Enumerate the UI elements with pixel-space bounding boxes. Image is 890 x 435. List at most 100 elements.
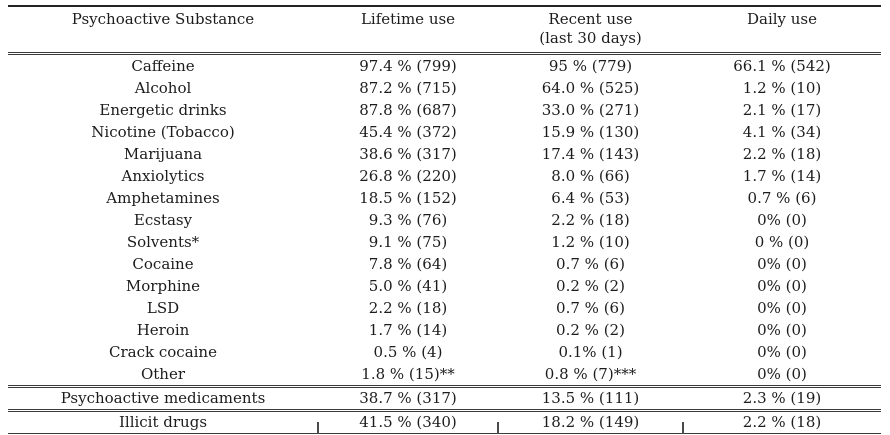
substance-cell: LSD [146, 299, 180, 317]
table-row: Illicit drugs 41.5 % (340) 18.2 % (149) 2.2… [8, 410, 881, 435]
lifetime-use-cell: 87.2 % (715) [359, 79, 457, 97]
lifetime-use-cell: 5.0 % (41) [368, 277, 448, 295]
recent-use-cell: 0.2 % (2) [556, 277, 625, 295]
daily-use-cell: 2.2 % (18) [742, 145, 822, 163]
daily-use-cell: 66.1 % (542) [733, 57, 831, 75]
col-header-recent-sublabel: (last 30 days) [539, 29, 642, 47]
lifetime-use-cell: 9.3 % (76) [368, 211, 448, 229]
recent-use-cell: 17.4 % (143) [541, 145, 640, 163]
substance-cell: Nicotine (Tobacco) [91, 123, 235, 141]
lifetime-use-cell: 38.7 % (317) [318, 386, 498, 412]
recent-use-cell: 0.1% (1) [558, 343, 623, 361]
table-row: Heroin 1.7 % (14) 0.2 % (2) 0% (0) [8, 319, 881, 341]
daily-use-cell: 2.2 % (18) [683, 410, 881, 435]
table-row: Solvents* 9.1 % (75) 1.2 % (10) 0 % (0) [8, 231, 881, 253]
recent-use-cell: 1.2 % (10) [551, 233, 630, 251]
daily-use-cell: 0 % (0) [754, 233, 810, 251]
lifetime-use-cell: 9.1 % (75) [368, 233, 448, 251]
table-row: Nicotine (Tobacco) 45.4 % (372) 15.9 % (13… [8, 121, 881, 143]
daily-use-cell: 2.1 % (17) [742, 101, 822, 119]
table-row: Other 1.8 % (15)** 0.8 % (7)*** 0% (0) [8, 363, 881, 388]
lifetime-use-cell: 38.6 % (317) [359, 145, 457, 163]
recent-use-cell: 95 % (779) [548, 57, 633, 75]
table-header: Psychoactive Substance Lifetime use Rece… [8, 5, 881, 55]
col-header-substance: Psychoactive Substance [8, 5, 318, 55]
table-row: Caffeine 97.4 % (799) 95 % (779) 66.1 % (54… [8, 54, 881, 78]
table-row: Marijuana 38.6 % (317) 17.4 % (143) 2.2 % (… [8, 143, 881, 165]
col-header-daily-use: Daily use [683, 5, 881, 55]
substance-cell: Other [8, 363, 318, 388]
substance-cell: Caffeine [131, 57, 195, 75]
col-header-substance-label: Psychoactive Substance [71, 10, 255, 28]
recent-use-cell: 18.2 % (149) [498, 410, 683, 435]
lifetime-use-cell: 7.8 % (64) [368, 255, 448, 273]
daily-use-cell: 1.2 % (10) [742, 79, 822, 97]
table-row: Morphine 5.0 % (41) 0.2 % (2) 0% (0) [8, 275, 881, 297]
substance-cell: Crack cocaine [109, 343, 217, 361]
substance-cell: Amphetamines [106, 189, 220, 207]
col-header-lifetime-label: Lifetime use [360, 10, 456, 28]
substance-cell: Heroin [136, 321, 190, 339]
daily-use-cell: 0.7 % (6) [747, 189, 817, 207]
column-divider-tick [682, 422, 684, 434]
lifetime-use-cell: 1.8 % (15)** [318, 363, 498, 388]
lifetime-use-cell: 45.4 % (372) [359, 123, 457, 141]
daily-use-cell: 0% (0) [757, 343, 807, 361]
column-divider-tick [497, 422, 499, 434]
col-header-daily-label: Daily use [746, 10, 818, 28]
col-header-recent-use: Recent use (last 30 days) [498, 5, 683, 55]
substance-cell: Solvents* [126, 233, 200, 251]
recent-use-cell: 0.7 % (6) [556, 299, 625, 317]
daily-use-cell: 0% (0) [757, 299, 807, 317]
lifetime-use-cell: 87.8 % (687) [359, 101, 457, 119]
table-body: Caffeine 97.4 % (799) 95 % (779) 66.1 % (54… [8, 54, 881, 435]
table-row: Crack cocaine 0.5 % (4) 0.1% (1) 0% (0) [8, 341, 881, 363]
table-row: Amphetamines 18.5 % (152) 6.4 % (53) 0.7 % … [8, 187, 881, 209]
column-divider-tick [317, 422, 319, 434]
substance-cell: Anxiolytics [121, 167, 205, 185]
table-row: Ecstasy 9.3 % (76) 2.2 % (18) 0% (0) [8, 209, 881, 231]
recent-use-cell: 64.0 % (525) [541, 79, 640, 97]
header-row: Psychoactive Substance Lifetime use Rece… [8, 5, 881, 55]
substance-cell: Cocaine [132, 255, 194, 273]
table-row: Energetic drinks 87.8 % (687) 33.0 % (271)… [8, 99, 881, 121]
substance-cell: Illicit drugs [8, 410, 318, 435]
recent-use-cell: 6.4 % (53) [551, 189, 630, 207]
recent-use-cell: 13.5 % (111) [498, 386, 683, 412]
daily-use-cell: 0% (0) [757, 277, 807, 295]
daily-use-cell: 2.3 % (19) [683, 386, 881, 412]
substance-cell: Marijuana [123, 145, 203, 163]
col-header-recent-label: Recent use [548, 10, 633, 28]
substance-cell: Energetic drinks [99, 101, 227, 119]
lifetime-use-cell: 2.2 % (18) [368, 299, 448, 317]
substance-cell: Psychoactive medicaments [8, 386, 318, 412]
table-row: Cocaine 7.8 % (64) 0.7 % (6) 0% (0) [8, 253, 881, 275]
table-row: Psychoactive medicaments 38.7 % (317) 13.5… [8, 386, 881, 412]
lifetime-use-cell: 41.5 % (340) [318, 410, 498, 435]
lifetime-use-cell: 26.8 % (220) [359, 167, 457, 185]
lifetime-use-cell: 18.5 % (152) [359, 189, 457, 207]
daily-use-cell: 0% (0) [757, 211, 807, 229]
lifetime-use-cell: 97.4 % (799) [359, 57, 457, 75]
substance-cell: Alcohol [134, 79, 192, 97]
lifetime-use-cell: 1.7 % (14) [368, 321, 448, 339]
table-row: Alcohol 87.2 % (715) 64.0 % (525) 1.2 % (10… [8, 77, 881, 99]
daily-use-cell: 0% (0) [757, 321, 807, 339]
recent-use-cell: 0.7 % (6) [556, 255, 625, 273]
substance-use-table: Psychoactive Substance Lifetime use Rece… [8, 5, 881, 435]
recent-use-cell: 33.0 % (271) [541, 101, 640, 119]
daily-use-cell: 4.1 % (34) [742, 123, 822, 141]
lifetime-use-cell: 0.5 % (4) [373, 343, 443, 361]
recent-use-cell: 0.2 % (2) [556, 321, 625, 339]
daily-use-cell: 1.7 % (14) [742, 167, 822, 185]
table-row: Anxiolytics 26.8 % (220) 8.0 % (66) 1.7 % (… [8, 165, 881, 187]
recent-use-cell: 8.0 % (66) [551, 167, 630, 185]
table-row: LSD 2.2 % (18) 0.7 % (6) 0% (0) [8, 297, 881, 319]
daily-use-cell: 0% (0) [683, 363, 881, 388]
col-header-lifetime-use: Lifetime use [318, 5, 498, 55]
recent-use-cell: 15.9 % (130) [541, 123, 640, 141]
recent-use-cell: 0.8 % (7)*** [498, 363, 683, 388]
daily-use-cell: 0% (0) [757, 255, 807, 273]
recent-use-cell: 2.2 % (18) [551, 211, 630, 229]
